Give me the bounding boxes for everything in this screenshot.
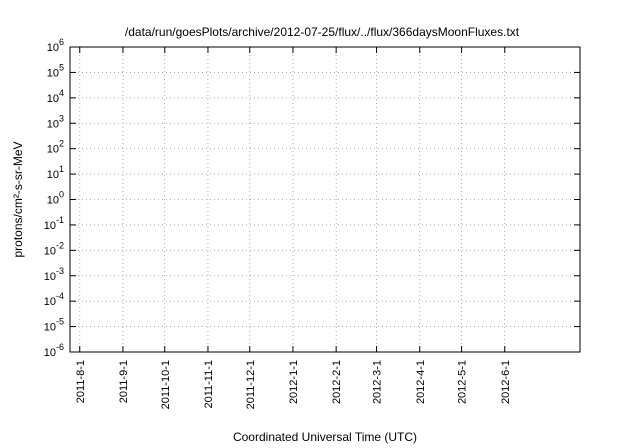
y-tick-label: 10-5 bbox=[44, 317, 64, 334]
x-tick-label: 2011-11-1 bbox=[203, 360, 215, 409]
y-tick-label: 106 bbox=[47, 37, 64, 54]
y-tick-label: 101 bbox=[47, 164, 64, 181]
x-tick-label: 2012-2-1 bbox=[331, 360, 343, 404]
chart-title: /data/run/goesPlots/archive/2012-07-25/f… bbox=[125, 25, 520, 39]
x-tick-label: 2012-3-1 bbox=[372, 360, 384, 404]
x-tick-label: 2011-8-1 bbox=[75, 360, 87, 403]
x-axis: 2011-8-1 2011-9-1 2011-10-1 2011-11-1 2011-1… bbox=[75, 47, 512, 409]
y-tick-label: 105 bbox=[47, 62, 64, 79]
y-axis: 106 105 104 103 102 101 100 10-1 10-2 10-3 10-4 10-… bbox=[44, 37, 580, 359]
y-tick-label: 10-3 bbox=[44, 266, 64, 283]
y-tick-label: 10-1 bbox=[44, 215, 64, 232]
y-tick-label: 100 bbox=[47, 190, 64, 207]
x-tick-label: 2011-9-1 bbox=[118, 360, 130, 403]
x-tick-label: 2011-12-1 bbox=[245, 360, 257, 409]
x-tick-label: 2011-10-1 bbox=[160, 360, 172, 409]
y-tick-label: 10-6 bbox=[44, 342, 64, 359]
x-tick-label: 2012-5-1 bbox=[457, 360, 469, 404]
x-tick-label: 2012-4-1 bbox=[415, 360, 427, 404]
y-tick-label: 10-2 bbox=[44, 240, 64, 257]
x-tick-label: 2012-1-1 bbox=[288, 360, 300, 404]
y-tick-label: 104 bbox=[47, 88, 64, 105]
x-tick-label: 2012-6-1 bbox=[500, 360, 512, 404]
y-tick-label: 103 bbox=[47, 113, 64, 130]
grid bbox=[70, 47, 580, 352]
y-axis-title: protons/cm²-s-sr-MeV bbox=[11, 141, 25, 257]
y-tick-label: 102 bbox=[47, 139, 64, 156]
y-tick-label: 10-4 bbox=[44, 291, 64, 308]
x-axis-title: Coordinated Universal Time (UTC) bbox=[233, 430, 417, 444]
